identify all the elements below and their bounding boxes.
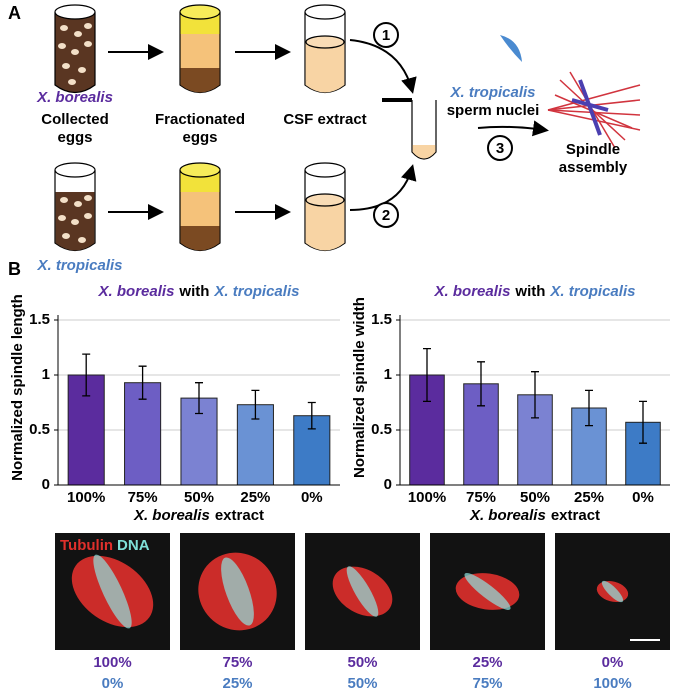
percent-label: 50% [347, 675, 377, 692]
percent-label: 0% [602, 654, 624, 671]
y-axis-label: Normalized spindle length [9, 294, 26, 481]
error-bar [531, 371, 539, 419]
y-tick-label: 0.5 [29, 421, 50, 438]
channel-name: DNA [117, 537, 150, 554]
x-tick-label: 0% [632, 489, 654, 506]
y-tick-label: 0 [384, 476, 392, 493]
panel-a-drawing [54, 4, 641, 252]
channel-name: Tubulin [60, 537, 113, 554]
title-part: X. borealis [98, 283, 175, 300]
error-bar [251, 389, 260, 420]
y-tick-label: 1 [384, 366, 392, 383]
x-tick-label: 0% [301, 489, 323, 506]
percent-label: 25% [472, 654, 502, 671]
sperm-label: sperm nuclei [447, 102, 540, 119]
x-tick-label: 50% [520, 489, 550, 506]
step-label: Collected [41, 111, 109, 128]
error-bar [477, 361, 485, 407]
channel-label: Tubulin DNA [60, 537, 150, 554]
dna-signal [601, 580, 624, 603]
title-part: with [178, 283, 209, 300]
step-number: 3 [496, 140, 504, 157]
dna-signal [346, 566, 379, 617]
percent-label: 100% [593, 675, 631, 692]
title-part: X. borealis [434, 283, 511, 300]
dna-signal [221, 557, 254, 626]
x-tick-label: 100% [67, 489, 105, 506]
title-part: with [514, 283, 545, 300]
species-label: X. tropicalis [36, 257, 122, 274]
step-label: Fractionated [155, 111, 245, 128]
title-part: X. tropicalis [213, 283, 299, 300]
species-label: X. borealis [36, 89, 113, 106]
percent-label: 0% [102, 675, 124, 692]
y-tick-label: 1.5 [371, 311, 392, 328]
error-bar [639, 400, 647, 444]
x-label-part: X. borealis [469, 507, 546, 524]
title-part: X. tropicalis [549, 283, 635, 300]
chart-title: X. borealis with X. tropicalis [98, 283, 300, 300]
step-label: eggs [57, 129, 92, 146]
x-tick-label: 100% [408, 489, 446, 506]
percent-label: 25% [222, 675, 252, 692]
x-axis-label: X. borealis extract [133, 507, 264, 524]
dna-signal [464, 573, 511, 610]
x-axis-label: X. borealis extract [469, 507, 600, 524]
error-bar [195, 382, 203, 415]
spindle-label: Spindle [566, 141, 620, 158]
percent-label: 50% [347, 654, 377, 671]
x-tick-label: 75% [466, 489, 496, 506]
error-bar [82, 353, 91, 397]
step-number: 1 [382, 27, 390, 44]
dna-signal [93, 554, 132, 629]
x-tick-label: 25% [574, 489, 604, 506]
error-bar [585, 389, 593, 427]
y-axis-label: Normalized spindle width [351, 297, 368, 478]
y-tick-label: 0.5 [371, 421, 392, 438]
step-label: eggs [182, 129, 217, 146]
percent-label: 75% [472, 675, 502, 692]
y-tick-label: 1.5 [29, 311, 50, 328]
x-tick-label: 50% [184, 489, 214, 506]
error-bar [138, 365, 147, 400]
error-bar [307, 401, 316, 430]
spindle-label: assembly [559, 159, 628, 176]
step-label: CSF extract [283, 111, 366, 128]
x-label-part: X. borealis [133, 507, 210, 524]
chart-title: X. borealis with X. tropicalis [434, 283, 636, 300]
x-tick-label: 75% [128, 489, 158, 506]
x-tick-label: 25% [240, 489, 270, 506]
panel-label: B [8, 259, 21, 279]
error-bar [423, 347, 431, 403]
percent-label: 75% [222, 654, 252, 671]
x-label-part: extract [215, 507, 264, 524]
panel-a-text: A X. borealis Collected eggs Fractionate… [8, 3, 628, 279]
y-tick-label: 0 [42, 476, 50, 493]
panel-label: A [8, 3, 21, 23]
percent-label: 100% [93, 654, 131, 671]
sperm-label: X. tropicalis [449, 84, 535, 101]
step-number: 2 [382, 207, 390, 224]
x-label-part: extract [551, 507, 600, 524]
y-tick-label: 1 [42, 366, 50, 383]
